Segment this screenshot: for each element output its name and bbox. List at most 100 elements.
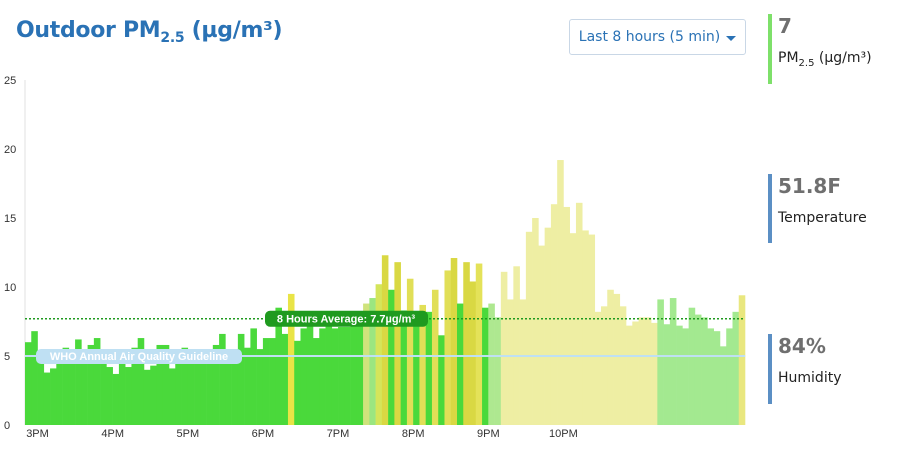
pm-bar [37,361,45,425]
x-tick-label: 8PM [402,428,425,440]
pm-bar [206,361,214,425]
pm-bar [688,307,696,425]
pm-bar [225,360,232,425]
title-subscript: 2.5 [160,30,185,46]
pm-bar [300,328,308,425]
pm-bar [431,289,439,425]
pm-bar [563,206,570,425]
pm-bar [438,335,445,425]
pm-bar [619,306,627,425]
pm-bar [93,338,101,425]
pm-bar [338,327,345,425]
who-guideline-label-bg [36,349,242,364]
pm-bar [250,328,257,425]
pm-bar [275,307,282,425]
pm-bar [601,306,608,425]
pm-bar [281,333,289,425]
pm-bar [50,368,57,425]
temperature-stat: 51.8F Temperature [768,174,867,243]
pm-bar [219,333,226,425]
pm-bar [538,245,545,425]
pm-bar [669,298,677,425]
pm-bar [31,331,38,425]
pm-bar [626,325,633,425]
x-tick-label: 4PM [101,428,124,440]
pm-bar [381,255,389,425]
pm-bar [488,303,495,425]
pm-bar [413,321,420,425]
pm-label-prefix: PM [778,50,799,66]
pm-bar [513,266,520,425]
pm-bar [663,324,671,425]
pm-bar [118,361,126,425]
pm-bar [575,202,583,425]
pm-bar [162,344,170,425]
pm-bar [194,351,201,425]
title-suffix: (µg/m³) [184,18,283,43]
pm-bar [363,303,370,425]
y-tick-label: 5 [4,351,10,363]
pm-bar [75,339,82,425]
pm-bar [582,230,589,425]
pm-bar [726,328,733,425]
pm-stat-bar [768,14,772,84]
pm-bar [306,320,314,425]
pm-bar [507,299,514,425]
pm-bar [131,347,138,425]
pm-bar [169,368,176,425]
pm-bar [419,304,426,425]
pm-bar [125,367,132,425]
pm-bar [613,293,621,425]
pm-bar [43,372,51,425]
pm-bar [638,317,646,425]
pm-bar [676,325,683,425]
pm-bar [632,321,639,425]
pm-bar [719,346,727,425]
pm-bar [406,278,414,425]
pm-bar [732,311,740,425]
temperature-value: 51.8F [778,174,842,198]
pm-bar [682,328,689,425]
pm-bar [175,360,182,425]
x-tick-label: 6PM [252,428,275,440]
title-prefix: Outdoor PM [16,18,161,43]
average-label: 8 Hours Average: 7.7µg/m³ [277,314,416,326]
pm-bar [331,328,339,425]
x-tick-label: 7PM [327,428,350,440]
pm-bar [156,344,164,425]
pm-bar [369,298,376,425]
pm-value: 7 [778,14,792,38]
pm-bar [475,263,483,425]
pm-bar [287,293,295,425]
pm-bar [532,218,539,425]
caret-down-icon [726,35,737,41]
average-label-bg [265,310,428,327]
pm-bar [375,284,383,425]
humidity-label: Humidity [778,370,842,386]
pm-bar [313,338,320,425]
pm-bar [344,327,351,425]
pm-bar [231,349,239,425]
time-range-dropdown[interactable]: Last 8 hours (5 min) [569,19,746,55]
pm-bar [269,338,276,425]
pm-bar [651,322,658,425]
pm-bar [701,317,708,425]
temperature-label: Temperature [778,210,867,226]
pm-bar [394,262,401,425]
pm-bar [707,328,714,425]
pm-bar [212,344,220,425]
humidity-stat-bar [768,334,772,404]
pm-bar [694,314,702,425]
pm-label: PM2.5 (µg/m³) [778,50,872,69]
time-range-label: Last 8 hours (5 min) [578,29,721,45]
pm-bar [200,351,207,425]
pm-bar [388,289,395,425]
y-tick-label: 0 [4,420,10,432]
chart-title: Outdoor PM2.5 (µg/m³) [16,18,283,46]
x-tick-label: 3PM [26,428,49,440]
pm-bar [457,303,464,425]
who-guideline-label: WHO Annual Air Quality Guideline [50,351,228,363]
pm-bar [237,333,245,425]
pm-bar [294,340,301,425]
pm-bar [444,270,452,425]
